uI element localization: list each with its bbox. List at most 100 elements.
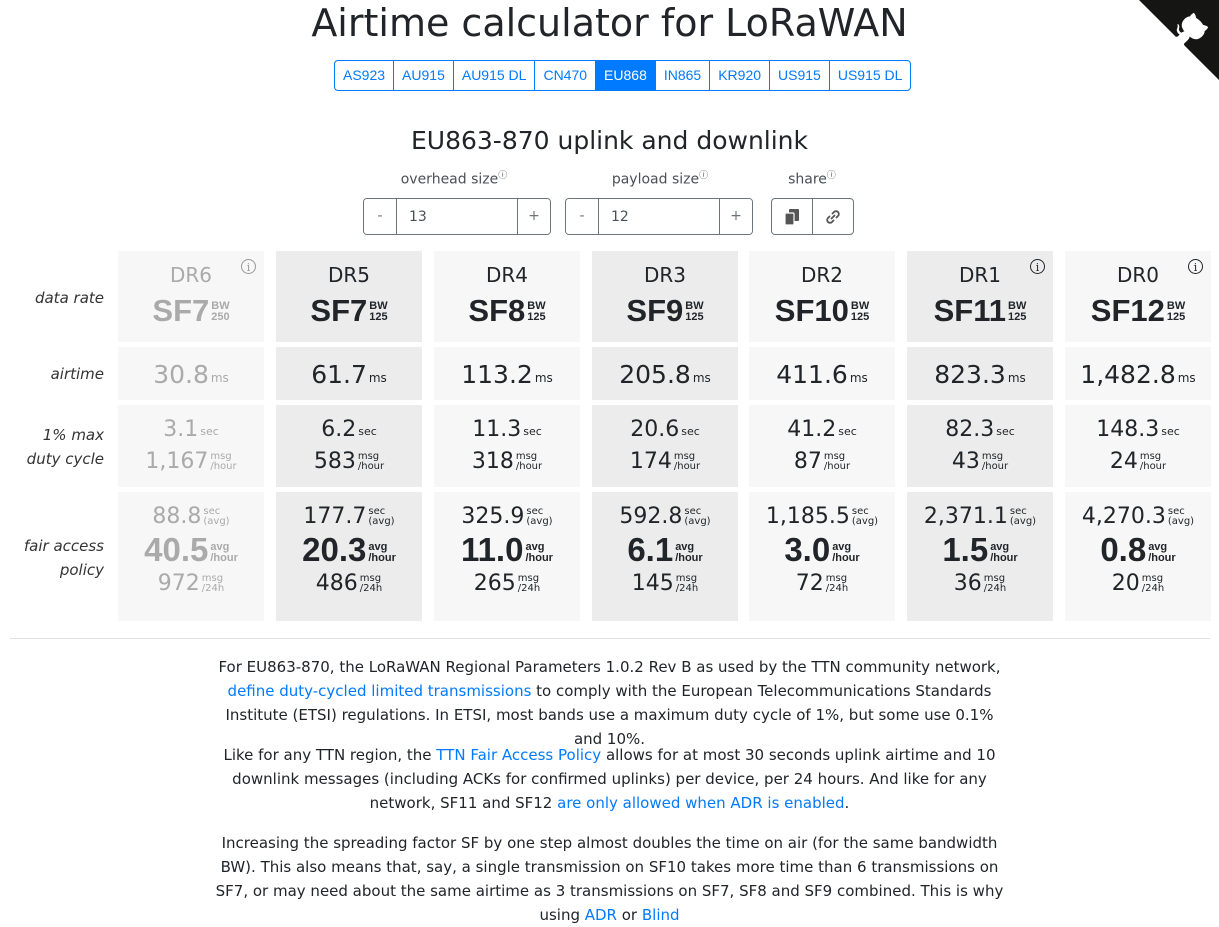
row-label-fair-access-line2: policy xyxy=(59,561,104,579)
bw-label: BW xyxy=(1166,300,1186,312)
msg-per-hour-unit: msg/hour xyxy=(982,449,1008,472)
payload-size-input[interactable] xyxy=(599,199,719,234)
region-tab-kr920[interactable]: KR920 xyxy=(709,61,769,90)
airtime-unit: ms xyxy=(849,371,868,385)
per-hour-label: /hour xyxy=(357,461,385,472)
avg-label: (avg) xyxy=(684,516,711,527)
row-label-duty-cycle: 1% max duty cycle xyxy=(20,423,104,471)
overhead-decrement-button[interactable]: - xyxy=(364,199,397,234)
bw-value: 125 xyxy=(369,311,388,323)
cell-fap-dr5: 177.7 sec (avg) 20.3 avg/hour 486 msg/24h xyxy=(276,492,422,621)
avg-per-hour-unit: avg/hour xyxy=(832,533,860,564)
sec-unit: sec xyxy=(200,425,219,438)
avg-label: avg xyxy=(832,541,852,553)
overhead-size-label-text: overhead size xyxy=(400,171,499,188)
blind-adr-link[interactable]: Blind xyxy=(641,906,680,924)
cell-dr-dr3: DR3 SF9 BW 125 xyxy=(592,251,738,342)
share-link-button[interactable] xyxy=(813,199,853,234)
cell-fap-dr1: 2,371.1 sec (avg) 1.5 avg/hour 36 msg/24h xyxy=(907,492,1053,621)
paragraph-text: For EU863-870, the LoRaWAN Regional Para… xyxy=(218,658,1001,676)
fap-messages-per-hour: 1.5 avg/hour xyxy=(907,530,1053,567)
cell-dr-dr6: DR6 SF7 BW 250 i xyxy=(118,251,264,342)
info-icon[interactable]: i xyxy=(1030,259,1045,274)
spreading-factor: SF11 BW 125 xyxy=(907,295,1053,327)
fap-seconds: 1,185.5 sec (avg) xyxy=(749,492,895,530)
airtime-value: 1,482.8 ms xyxy=(1065,347,1211,390)
duty-cycle-sec-number: 20.6 xyxy=(630,417,680,442)
airtime-number: 205.8 xyxy=(619,360,691,389)
cell-fap-dr0: 4,270.3 sec (avg) 0.8 avg/hour 20 msg/24h xyxy=(1065,492,1211,621)
row-label-fair-access-line1: fair access xyxy=(23,537,104,555)
info-icon[interactable]: i xyxy=(1188,259,1203,274)
region-tab-au915[interactable]: AU915 xyxy=(393,61,453,90)
adr-enabled-link[interactable]: are only allowed when ADR is enabled xyxy=(557,794,845,812)
row-label-duty-cycle-line1: 1% max xyxy=(42,426,104,444)
region-tab-au915-dl[interactable]: AU915 DL xyxy=(452,61,535,90)
airtime-unit: ms xyxy=(692,371,711,385)
cell-dr-dr5: DR5 SF7 BW 125 xyxy=(276,251,422,342)
bandwidth: BW 250 xyxy=(211,295,229,323)
bw-value: 125 xyxy=(850,311,870,323)
region-tab-as923[interactable]: AS923 xyxy=(343,67,386,83)
paragraph-text: or xyxy=(616,906,642,924)
sf-value: SF7 xyxy=(310,293,368,328)
duty-cycle-seconds: 20.6 sec xyxy=(592,405,738,443)
region-tab-eu868[interactable]: EU868 xyxy=(595,61,655,90)
region-tab-us915[interactable]: US915 xyxy=(769,61,829,90)
adr-link[interactable]: ADR xyxy=(584,906,617,924)
avg-per-hour-unit: avg/hour xyxy=(210,533,238,564)
cell-air-dr4: 113.2 ms xyxy=(434,347,580,400)
bandwidth: BW 125 xyxy=(369,295,387,323)
sec-label: sec xyxy=(851,506,869,517)
airtime-number: 823.3 xyxy=(934,360,1006,389)
duty-cycle-link[interactable]: define duty-cycled limited transmissions xyxy=(227,682,532,700)
info-icon[interactable]: ⓘ xyxy=(826,171,836,181)
sec-label: sec xyxy=(368,506,386,517)
duty-cycle-sec-number: 41.2 xyxy=(787,417,837,442)
airtime-value: 61.7 ms xyxy=(276,347,422,390)
duty-cycle-sec-number: 11.3 xyxy=(472,417,522,442)
paragraph-text: . xyxy=(844,794,850,812)
sec-unit: sec xyxy=(838,425,857,438)
fap-msg-number: 20 xyxy=(1111,571,1140,596)
copy-button[interactable] xyxy=(772,199,813,234)
paragraph-text: Like for any TTN region, the xyxy=(223,746,437,764)
msg-label: msg xyxy=(825,573,848,584)
paragraph-text: allows for at most 30 seconds uplink air… xyxy=(232,746,996,812)
fap-seconds: 4,270.3 sec (avg) xyxy=(1065,492,1211,530)
fap-seconds: 2,371.1 sec (avg) xyxy=(907,492,1053,530)
region-tab-in865[interactable]: IN865 xyxy=(654,61,709,90)
paragraph-spreading-factor: Increasing the spreading factor SF by on… xyxy=(212,831,1007,927)
overhead-increment-button[interactable]: + xyxy=(517,199,550,234)
fap-messages-per-hour: 11.0 avg/hour xyxy=(434,530,580,567)
airtime-value: 823.3 ms xyxy=(907,347,1053,390)
fair-access-policy-link[interactable]: TTN Fair Access Policy xyxy=(436,746,602,764)
info-icon[interactable]: ⓘ xyxy=(498,171,508,181)
overhead-size-input[interactable] xyxy=(397,199,517,234)
sec-unit: sec xyxy=(358,425,377,438)
github-corner-icon[interactable] xyxy=(1139,0,1219,80)
info-icon[interactable]: ⓘ xyxy=(699,171,709,181)
airtime-value: 205.8 ms xyxy=(592,347,738,390)
payload-increment-button[interactable]: + xyxy=(719,199,752,234)
payload-decrement-button[interactable]: - xyxy=(566,199,599,234)
fap-avg-number: 6.1 xyxy=(627,531,674,568)
msg-per-day-unit: msg/24h xyxy=(518,571,540,594)
msg-per-day-unit: msg/24h xyxy=(1142,571,1164,594)
msg-per-hour-unit: msg/hour xyxy=(358,449,384,472)
cell-dc-dr1: 82.3 sec 43 msg/hour xyxy=(907,405,1053,487)
region-tab-cn470[interactable]: CN470 xyxy=(534,61,595,90)
cell-dr-dr0: DR0 SF12 BW 125 i xyxy=(1065,251,1211,342)
airtime-unit: ms xyxy=(534,371,553,385)
airtime-unit: ms xyxy=(1177,371,1196,385)
msg-per-hour-unit: msg/hour xyxy=(824,449,850,472)
info-icon[interactable]: i xyxy=(241,259,256,274)
region-tab-us915-dl[interactable]: US915 DL xyxy=(828,61,911,90)
sf-value: SF9 xyxy=(626,293,684,328)
airtime-number: 113.2 xyxy=(461,360,533,389)
per-hour-label: /hour xyxy=(673,461,701,472)
airtime-value: 30.8 ms xyxy=(118,347,264,390)
msg-per-day-unit: msg/24h xyxy=(826,571,848,594)
fap-messages-per-day: 20 msg/24h xyxy=(1065,567,1211,597)
per-24h-label: /24h xyxy=(359,583,383,594)
